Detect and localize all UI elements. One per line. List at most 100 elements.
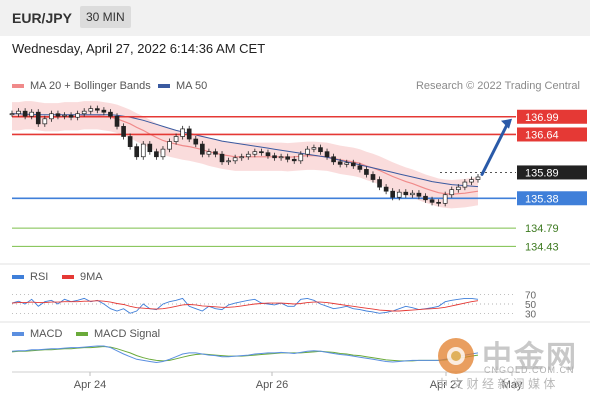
rsi-ref-label: 30 <box>525 309 537 320</box>
candle-body <box>357 165 363 170</box>
candle-body <box>167 141 172 150</box>
candle-body <box>62 114 67 117</box>
candle-body <box>226 160 231 163</box>
rsi-label: RSI <box>30 271 49 283</box>
top-bar: EUR/JPY 30 MIN <box>0 0 590 36</box>
candle-body <box>403 191 409 196</box>
candle-body <box>16 110 21 115</box>
x-tick-label: Apr 27 <box>430 379 462 391</box>
candle-body <box>173 136 179 142</box>
x-tick-label: Apr 26 <box>256 379 288 391</box>
candle-body <box>469 179 474 183</box>
candle-body <box>68 114 74 118</box>
ma9-swatch <box>62 275 74 279</box>
candle-body <box>265 152 271 157</box>
candle-body <box>232 157 238 162</box>
candle-body <box>147 143 153 153</box>
candle-body <box>305 148 310 155</box>
candle-body <box>436 201 441 204</box>
ma9-label: 9MA <box>80 271 103 283</box>
candle-body <box>114 115 120 127</box>
ma50-swatch <box>158 84 170 88</box>
candle-body <box>442 194 448 204</box>
candle-body <box>252 151 258 155</box>
cngold-watermark: 中金网 CNGOLD.COM.CN 中 文 财 经 新 闻 媒 体 <box>436 330 586 400</box>
candle-body <box>108 111 113 117</box>
ma20-swatch <box>12 84 24 88</box>
candle-body <box>186 128 192 140</box>
symbol-title: EUR/JPY <box>12 10 72 26</box>
macd-signal-swatch <box>76 332 88 336</box>
candle-body <box>377 179 382 188</box>
ma20-label: MA 20 + Bollinger Bands <box>30 80 151 92</box>
macd-signal-label: MACD Signal <box>94 328 161 340</box>
candle-body <box>239 156 245 159</box>
candle-body <box>285 156 290 160</box>
macd-label: MACD <box>30 328 63 340</box>
level-label-box-136.64 <box>517 127 587 142</box>
legend-macd: MACD <box>12 328 62 340</box>
candle-body <box>429 199 435 203</box>
watermark-tagline: 中 文 财 经 新 闻 媒 体 <box>436 377 556 391</box>
level-label-box-135.89 <box>517 165 587 180</box>
level-label-135.89: 135.89 <box>525 167 559 179</box>
candle-body <box>154 151 159 158</box>
rsi-swatch <box>12 275 24 279</box>
candle-body <box>49 113 54 120</box>
candle-body <box>180 128 185 137</box>
level-label-134.79: 134.79 <box>525 223 559 235</box>
candle-body <box>370 174 376 180</box>
candle-body <box>22 110 28 117</box>
legend-ma20: MA 20 + Bollinger Bands <box>12 80 151 92</box>
level-label-135.38: 135.38 <box>525 193 559 205</box>
candle-body <box>35 111 41 125</box>
candle-body <box>140 143 146 158</box>
candle-body <box>291 158 297 162</box>
candle-body <box>75 113 80 118</box>
candle-body <box>475 176 481 180</box>
watermark-logo-text: 中金网 <box>482 341 578 374</box>
candle-body <box>311 147 317 150</box>
candle-body <box>364 169 369 175</box>
level-label-box-135.38 <box>517 191 587 206</box>
rsi-ref-label: 50 <box>525 300 537 311</box>
level-label-box-136.99 <box>517 109 587 124</box>
candle-body <box>423 195 428 201</box>
candle-body <box>160 148 166 158</box>
ma50-label: MA 50 <box>176 80 208 92</box>
candle-body <box>350 162 356 167</box>
rsi-9ma-line <box>11 300 479 312</box>
candle-body <box>9 113 15 116</box>
rsi-ref-label: 70 <box>525 291 537 302</box>
watermark-site: CNGOLD.COM.CN <box>484 365 575 375</box>
level-label-136.99: 136.99 <box>525 112 559 124</box>
candle-body <box>272 155 277 159</box>
candle-body <box>324 151 330 158</box>
candle-body <box>331 156 336 163</box>
candle-body <box>390 190 395 198</box>
candle-body <box>259 151 264 154</box>
cngold-logo-icon <box>438 338 474 374</box>
candle-body <box>193 138 199 145</box>
candle-body <box>337 161 343 165</box>
candle-body <box>245 153 251 158</box>
candle-body <box>213 151 218 155</box>
timeframe-button[interactable]: 30 MIN <box>80 6 131 28</box>
candle-body <box>55 113 61 117</box>
candle-body <box>455 186 461 191</box>
candle-body <box>219 153 225 163</box>
forecast-arrow-shaft <box>480 121 510 176</box>
x-tick-label: May <box>502 379 523 391</box>
legend-9ma: 9MA <box>62 271 103 283</box>
candle-body <box>383 186 389 192</box>
candle-body <box>344 162 350 165</box>
candle-body <box>298 153 304 162</box>
candle-body <box>206 151 212 155</box>
candle-body <box>95 108 100 111</box>
legend-macd-signal: MACD Signal <box>76 328 160 340</box>
candle-body <box>416 192 422 197</box>
ma50-line <box>12 113 479 188</box>
candle-body <box>200 143 205 155</box>
candle-body <box>121 126 126 137</box>
